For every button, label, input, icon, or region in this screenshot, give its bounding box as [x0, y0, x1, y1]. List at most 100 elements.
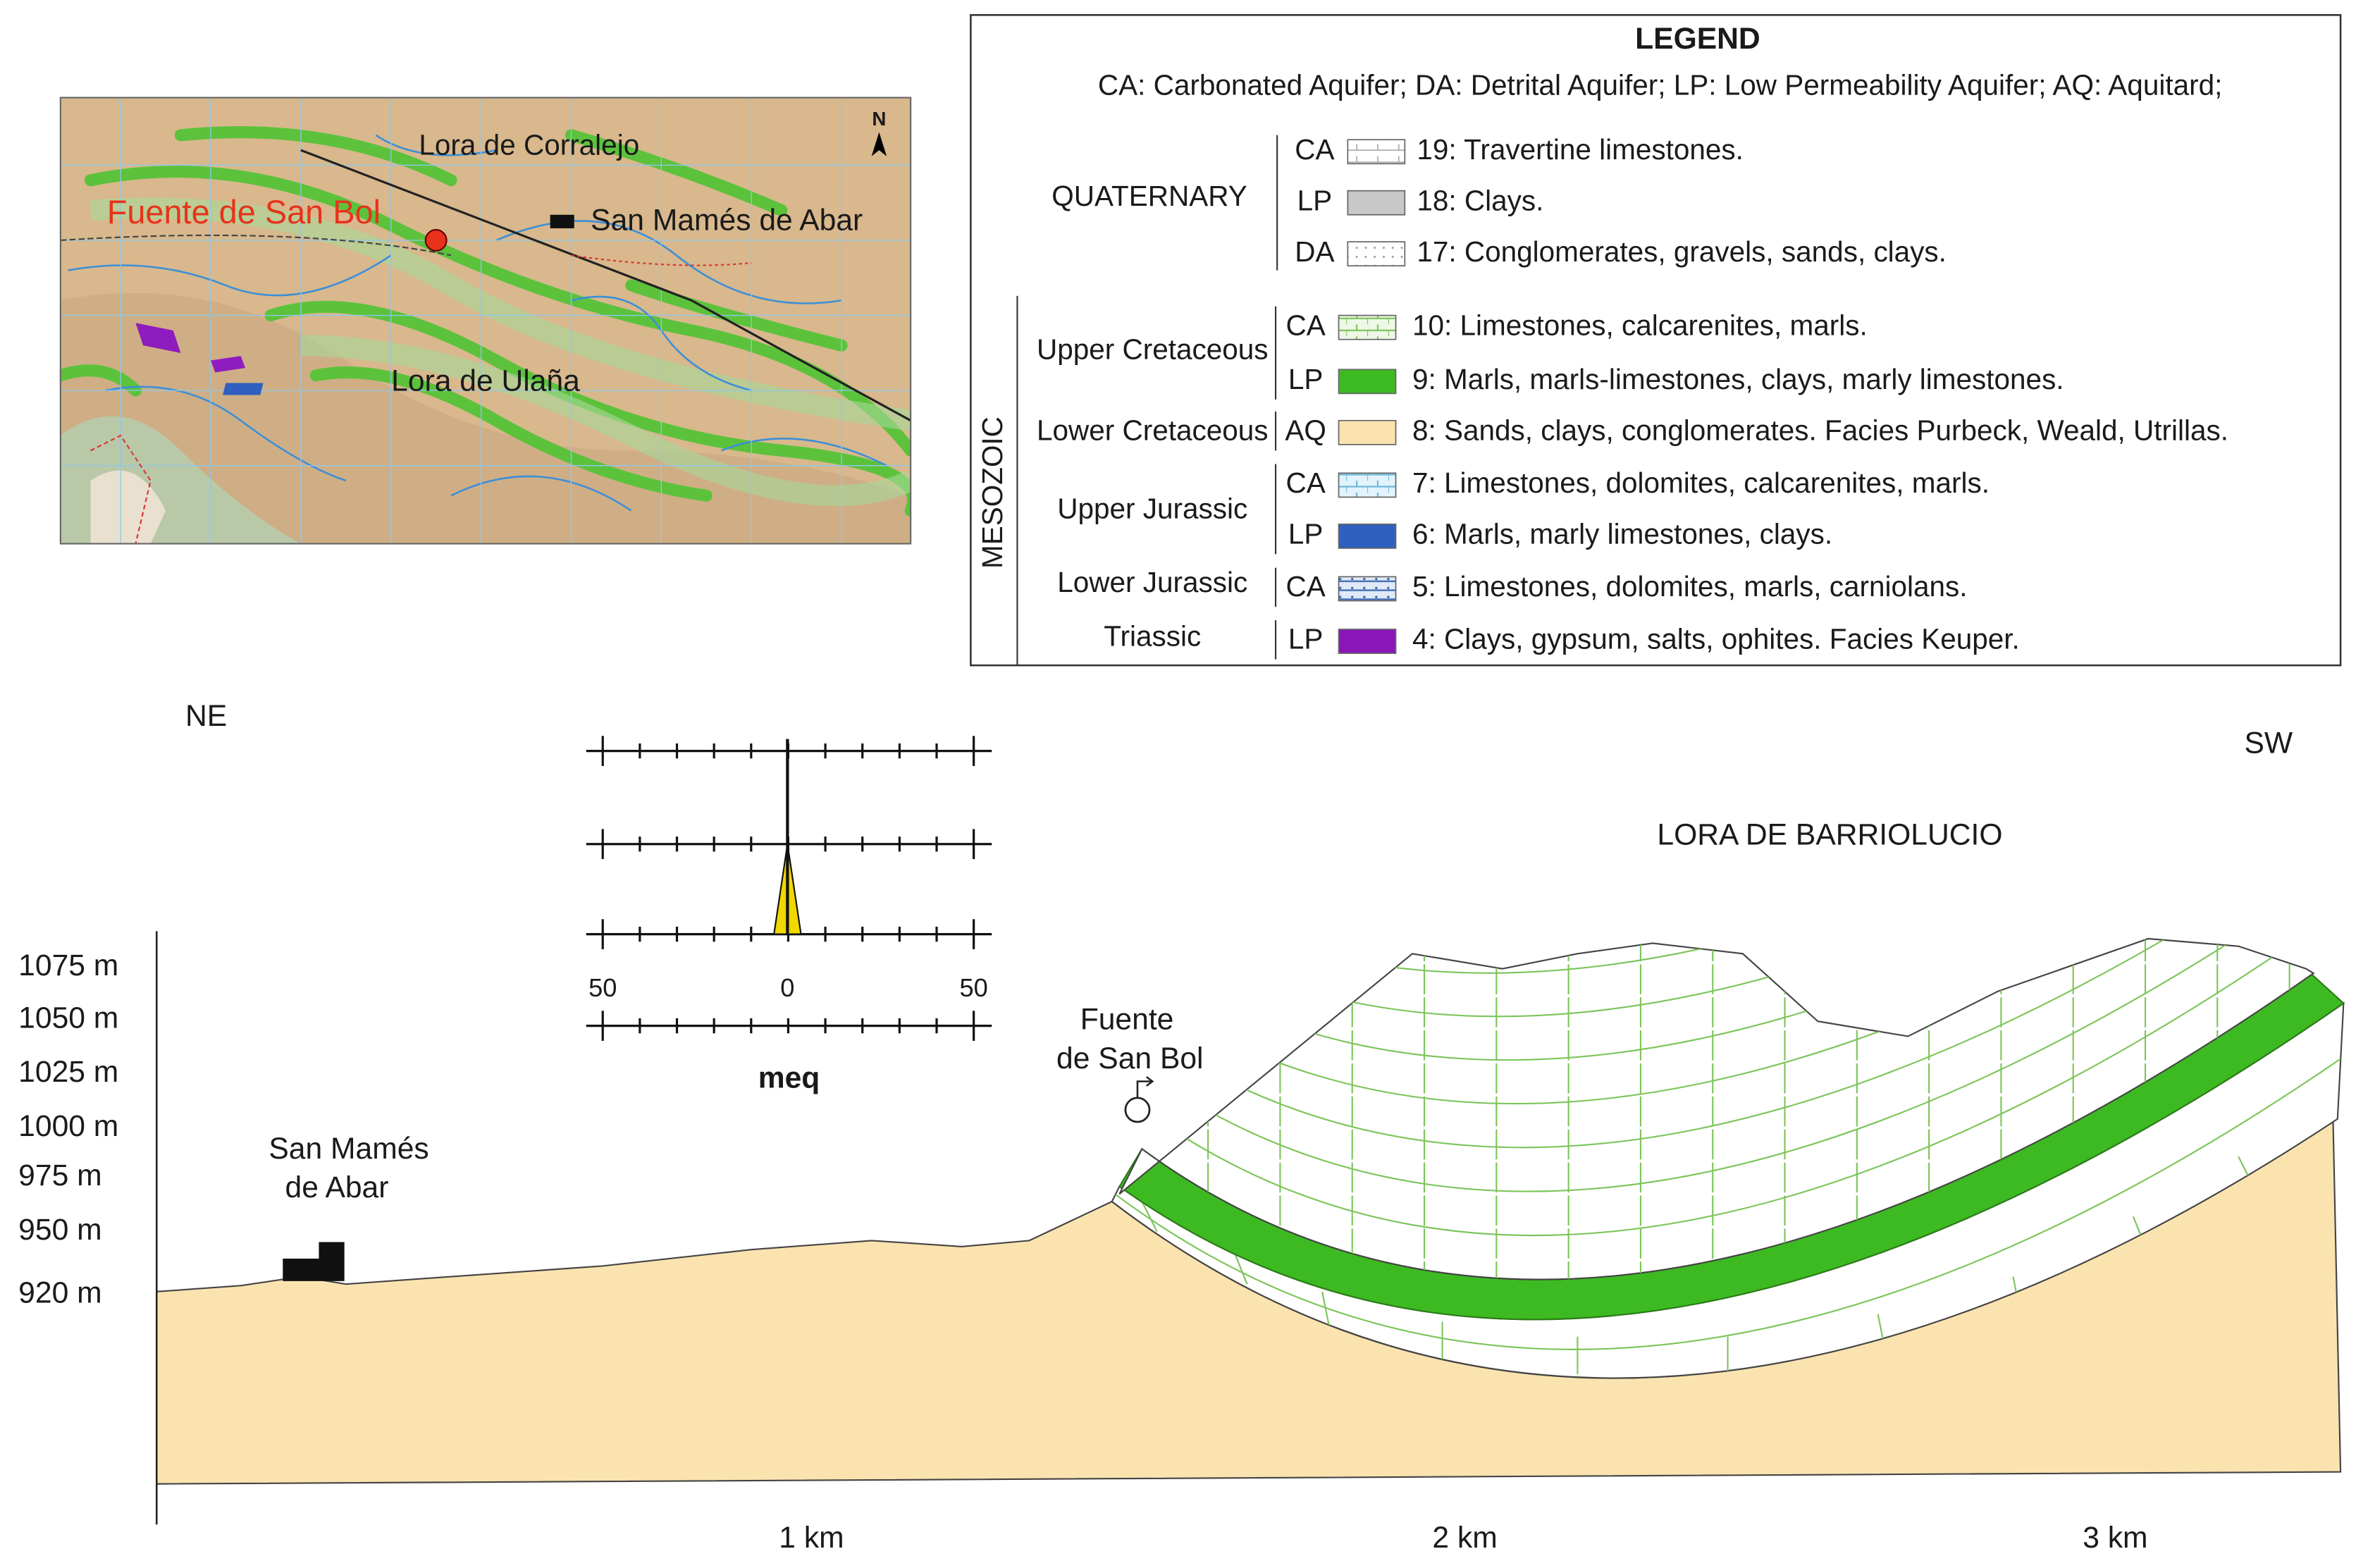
legend-swatch	[1347, 190, 1406, 216]
distance-label: 3 km	[2083, 1521, 2147, 1555]
map-feature	[565, 129, 788, 216]
legend-code: DA	[1295, 235, 1334, 268]
map-feature	[90, 197, 911, 507]
legend-swatch	[1338, 419, 1397, 445]
spring-label: de San Bol	[1056, 1042, 1203, 1075]
map-label: San Mamés de Abar	[591, 204, 863, 237]
group-label: Upper Jurassic	[1057, 492, 1247, 524]
legend-text: 18: Clays.	[1417, 184, 1543, 216]
legend-text: 9: Marls, marls-limestones, clays, marly…	[1412, 363, 2064, 395]
elevation-labels: 1075 m 1050 m 1025 m 1000 m 975 m 950 m 920 m	[18, 949, 118, 1310]
map-feature	[1114, 1058, 2341, 1350]
map-feature	[300, 335, 911, 507]
elevation-label: 920 m	[18, 1276, 101, 1309]
map-feature	[300, 149, 911, 422]
group-label: Lower Jurassic	[1057, 566, 1247, 598]
legend-swatch	[1338, 523, 1397, 549]
legend-title: LEGEND	[1635, 22, 1760, 56]
direction-label: NE	[185, 699, 227, 733]
map-feature	[721, 438, 887, 467]
legend-code: CA	[1295, 133, 1334, 166]
bedding-line	[1191, 939, 2245, 1061]
stiff-scale-label: 0	[780, 973, 794, 1002]
map-feature	[90, 470, 166, 544]
map-feature	[60, 364, 142, 397]
elevation-label: 1025 m	[18, 1055, 118, 1089]
stiff-scale-label: 50	[588, 973, 617, 1002]
map-feature	[90, 434, 152, 544]
legend-swatch	[1338, 629, 1397, 654]
distance-label: 2 km	[1432, 1521, 1497, 1555]
bedding-line	[1211, 939, 2219, 974]
era-label: QUATERNARY	[1051, 180, 1247, 212]
spring-symbol	[1124, 1097, 1151, 1123]
town-label: de Abar	[285, 1171, 389, 1204]
bedding-line	[1171, 939, 2271, 1149]
legend-text: 19: Travertine limestones.	[1417, 133, 1744, 166]
spring-label: Fuente	[1080, 1002, 1174, 1036]
legend-text: 17: Conglomerates, gravels, sands, clays…	[1417, 235, 1947, 268]
map-feature	[84, 166, 911, 457]
elevation-label: 950 m	[18, 1213, 101, 1247]
town-symbol	[283, 1242, 345, 1281]
limestone-layer	[1118, 937, 2315, 1280]
legend-swatch	[1347, 241, 1406, 267]
legend-swatch	[1338, 576, 1397, 602]
town-label: San Mamés	[269, 1132, 428, 1166]
map-feature	[223, 383, 264, 395]
map-feature	[309, 366, 713, 502]
elevation-label: 1075 m	[18, 949, 118, 982]
map-feature	[375, 134, 497, 156]
legend-code: LP	[1288, 363, 1324, 395]
map	[60, 97, 911, 544]
bedding-line	[1161, 939, 2285, 1192]
town-marker	[550, 214, 574, 228]
north-label: N	[872, 108, 886, 130]
ridge-label: LORA DE BARRIOLUCIO	[1657, 817, 2002, 851]
legend-frame	[970, 14, 2342, 667]
map-label: Lora de Ulaña	[391, 364, 580, 398]
map-feature	[60, 234, 452, 257]
era-label: MESOZOIC	[976, 416, 1009, 569]
bedding-line	[1151, 939, 2298, 1237]
elevation-label: 1000 m	[18, 1109, 118, 1143]
legend-swatch	[1338, 314, 1397, 340]
map-feature	[264, 300, 911, 517]
distance-label: 1 km	[779, 1521, 844, 1555]
legend-text: 7: Limestones, dolomites, calcarenites, …	[1412, 467, 1990, 499]
map-feature	[571, 254, 752, 266]
legend-code: CA	[1286, 570, 1326, 603]
bedding-line	[1231, 676, 2192, 887]
map-feature	[210, 356, 246, 373]
map-label: Lora de Corralejo	[419, 129, 639, 161]
spring-marker	[424, 229, 448, 252]
legend-text: 5: Limestones, dolomites, marls, carniol…	[1412, 570, 1968, 603]
legend-code: CA	[1286, 467, 1326, 499]
group-label: Upper Cretaceous	[1037, 333, 1269, 365]
map-feature	[60, 292, 911, 544]
legend-rows: QUATERNARY CA 19: Travertine limestones. LP…	[1037, 133, 2228, 660]
map-feature	[60, 164, 911, 467]
map-feature	[135, 323, 181, 353]
legend-code: LP	[1288, 518, 1324, 550]
direction-label: SW	[2244, 726, 2293, 760]
map-feature	[90, 197, 911, 431]
map-feature	[120, 97, 842, 544]
legend-text: 8: Sands, clays, conglomerates. Facies P…	[1412, 414, 2228, 446]
map-label: Fuente de San Bol	[107, 194, 381, 230]
group-label: Lower Cretaceous	[1037, 414, 1269, 446]
legend-note: CA: Carbonated Aquifer; DA: Detrital Aqu…	[1098, 68, 2222, 101]
legend-text: 6: Marls, marly limestones, clays.	[1412, 518, 1832, 550]
stiff-scale-label: 50	[960, 973, 988, 1002]
north-arrow	[871, 132, 887, 156]
legend-code: LP	[1288, 623, 1324, 655]
legend-swatch	[1347, 139, 1406, 165]
map-feature	[105, 385, 347, 482]
legend-code: CA	[1286, 309, 1326, 341]
map-feature	[60, 97, 911, 544]
stiff-unit: meq	[758, 1061, 820, 1095]
elevation-label: 975 m	[18, 1159, 101, 1192]
legend-code: AQ	[1285, 414, 1326, 446]
legend-code: LP	[1297, 184, 1333, 216]
